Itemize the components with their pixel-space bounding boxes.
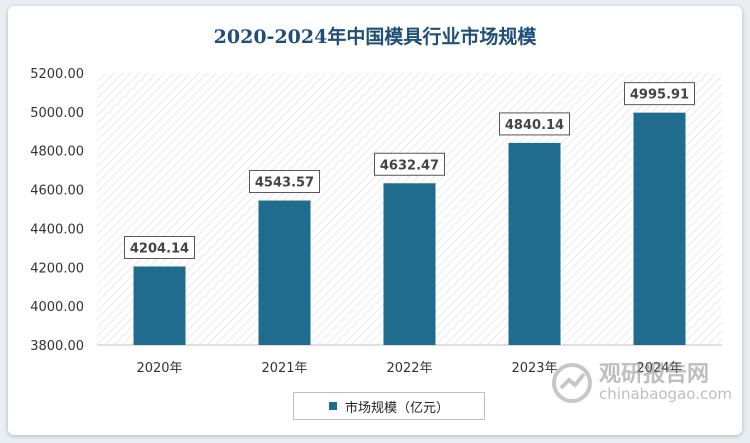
x-tick-label: 2022年 [386, 361, 432, 376]
data-label-box [374, 152, 445, 176]
chart-legend: 市场规模（亿元） [293, 392, 485, 420]
chart-title: 2020-2024年中国模具行业市场规模 [213, 26, 537, 48]
x-tick-label: 2023年 [511, 361, 557, 376]
legend-swatch [328, 402, 337, 410]
legend-label: 市场规模（亿元） [344, 400, 449, 416]
bar [258, 200, 311, 345]
x-tick-label: 2021年 [261, 361, 307, 376]
y-tick-label: 3800.00 [30, 339, 84, 354]
bar [633, 112, 686, 346]
watermark-domain: chinabaogao.com [599, 385, 732, 403]
y-tick-label: 4200.00 [30, 261, 84, 276]
data-label: 4840.14 [505, 118, 564, 133]
y-tick-label: 4600.00 [30, 184, 84, 199]
watermark-logo-icon [552, 363, 593, 403]
y-tick-label: 4400.00 [30, 222, 84, 237]
data-label: 4995.91 [630, 88, 689, 103]
watermark-name: 观研报告网 [599, 362, 710, 387]
y-tick-label: 5000.00 [30, 106, 84, 121]
data-label: 4543.57 [255, 176, 314, 191]
data-label-box [499, 112, 570, 136]
data-label-box [624, 82, 695, 106]
data-label-box [124, 235, 195, 259]
bar [133, 266, 186, 345]
y-tick-label: 4000.00 [30, 300, 84, 315]
data-label: 4632.47 [380, 158, 439, 173]
y-tick-label: 4800.00 [30, 145, 84, 160]
data-label: 4204.14 [130, 241, 189, 256]
data-label-box [249, 170, 320, 194]
bar [383, 183, 436, 345]
watermark: 观研报告网 chinabaogao.com [551, 362, 732, 404]
y-tick-label: 5200.00 [30, 67, 84, 82]
x-tick-label: 2024年 [636, 361, 682, 376]
x-tick-label: 2020年 [136, 361, 182, 376]
bar [508, 142, 561, 345]
